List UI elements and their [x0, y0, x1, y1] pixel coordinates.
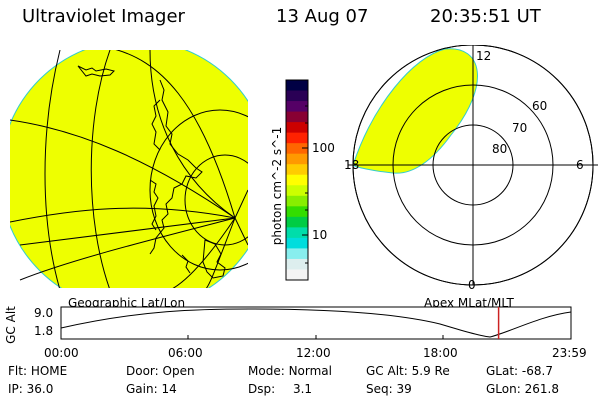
glon-label: GLon:: [486, 382, 521, 396]
ip-label: IP:: [8, 382, 23, 396]
observation-date: 13 Aug 07: [276, 6, 369, 27]
gcalt-value: 5.9 Re: [411, 364, 450, 378]
colorbar-band: [286, 101, 308, 113]
colorbar-band: [286, 143, 308, 155]
glon-value: 261.8: [524, 382, 559, 396]
timeline-xtick-1800: 18:00: [423, 346, 458, 360]
glat-label: GLat:: [486, 364, 519, 378]
colorbar-band: [286, 248, 308, 260]
colorbar-band: [286, 164, 308, 176]
timeline-ytick-min: 1.8: [34, 324, 54, 338]
status-seq: Seq: 39: [366, 382, 412, 396]
status-mode: Mode: Normal: [248, 364, 332, 378]
mlt-label-12: 12: [476, 49, 491, 63]
status-glat: GLat: -68.7: [486, 364, 553, 378]
colorbar-band: [286, 258, 308, 270]
colorbar-band: [286, 195, 308, 207]
timeline-xtick-1200: 12:00: [296, 346, 331, 360]
uv-emission-disk: [10, 50, 248, 288]
mlat-label-80: 80: [492, 142, 507, 156]
status-dsp: Dsp: 3.1: [248, 382, 312, 396]
colorbar-band: [286, 153, 308, 165]
status-door: Door: Open: [126, 364, 195, 378]
gain-label: Gain:: [126, 382, 158, 396]
colorbar-band: [286, 237, 308, 249]
status-glon: GLon: 261.8: [486, 382, 559, 396]
colorbar-tick-10: 10: [312, 228, 328, 242]
colorbar: [285, 79, 309, 281]
observation-time: 20:35:51 UT: [430, 6, 541, 27]
status-ip: IP: 36.0: [8, 382, 53, 396]
dsp-value: 3.1: [292, 382, 313, 396]
door-label: Door:: [126, 364, 159, 378]
mlat-label-70: 70: [512, 121, 527, 135]
colorbar-unit-label: photon cm^-2 s^-1: [270, 126, 284, 246]
flt-label: Flt:: [8, 364, 27, 378]
dsp-label: Dsp:: [248, 382, 276, 396]
colorbar-band: [286, 216, 308, 228]
glat-value: -68.7: [521, 364, 553, 378]
colorbar-band: [286, 174, 308, 186]
mlt-label-6: 6: [576, 158, 584, 172]
status-flt: Flt: HOME: [8, 364, 67, 378]
status-gcalt: GC Alt: 5.9 Re: [366, 364, 450, 378]
flt-value: HOME: [30, 364, 68, 378]
ip-value: 36.0: [26, 382, 54, 396]
timeline-xtick-0000: 00:00: [44, 346, 79, 360]
auroral-oval: [352, 48, 478, 174]
timeline-axis-label: GC Alt: [3, 306, 18, 344]
mlat-label-60: 60: [532, 99, 547, 113]
colorbar-tick-100: 100: [312, 141, 335, 155]
instrument-title: Ultraviolet Imager: [22, 6, 185, 27]
colorbar-band: [286, 132, 308, 144]
gain-value: 14: [161, 382, 177, 396]
colorbar-band: [286, 206, 308, 218]
altitude-curve: [60, 308, 572, 338]
colorbar-band: [286, 90, 308, 102]
seq-value: 39: [396, 382, 412, 396]
altitude-timeline[interactable]: [60, 306, 574, 344]
door-value: Open: [162, 364, 195, 378]
colorbar-band: [286, 80, 308, 92]
colorbar-band: [286, 111, 308, 123]
colorbar-band: [286, 185, 308, 197]
polar-mlat-mlt-plot: 12 18 6 0 60 70 80: [344, 45, 598, 292]
timeline-xtick-2359: 23:59: [552, 346, 587, 360]
timeline-ytick-max: 9.0: [34, 306, 54, 320]
colorbar-band: [286, 269, 308, 281]
mode-label: Mode:: [248, 364, 285, 378]
mlt-label-0: 0: [468, 278, 476, 292]
mode-value: Normal: [288, 364, 332, 378]
geographic-map: [10, 50, 248, 288]
gcalt-label: GC Alt:: [366, 364, 408, 378]
status-gain: Gain: 14: [126, 382, 177, 396]
timeline-xtick-0600: 06:00: [168, 346, 203, 360]
mlt-label-18: 18: [344, 158, 359, 172]
colorbar-gradient: [286, 80, 308, 281]
colorbar-band: [286, 227, 308, 239]
seq-label: Seq:: [366, 382, 393, 396]
colorbar-band: [286, 122, 308, 134]
